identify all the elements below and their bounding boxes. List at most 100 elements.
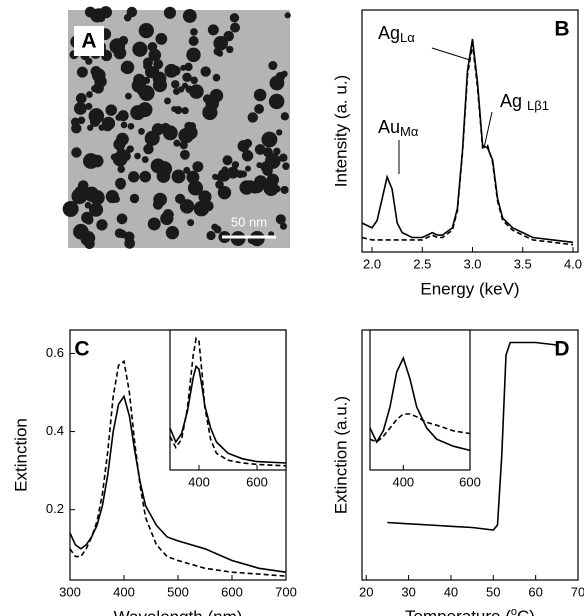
data-line xyxy=(361,38,574,244)
particle xyxy=(240,170,248,178)
particle xyxy=(120,121,128,129)
y-tick-label: 0.6 xyxy=(46,345,64,360)
x-axis-label-tail: C) xyxy=(517,607,535,616)
particle xyxy=(129,193,140,204)
particle xyxy=(256,162,263,169)
particle xyxy=(117,165,126,174)
particle xyxy=(190,28,198,36)
particle xyxy=(152,78,168,93)
plot-frame xyxy=(361,9,579,253)
particle xyxy=(105,104,117,116)
x-tick-label: 50 xyxy=(486,584,500,599)
particle xyxy=(76,66,88,78)
plot-frame xyxy=(369,329,471,471)
particle xyxy=(213,225,222,234)
particle xyxy=(73,102,87,115)
particle xyxy=(202,94,212,104)
plot-frame xyxy=(169,329,287,471)
particle xyxy=(74,185,86,197)
particle xyxy=(133,73,146,86)
particle xyxy=(116,213,128,225)
data-line xyxy=(369,355,471,452)
particle xyxy=(87,124,94,131)
x-tick-label: 600 xyxy=(221,584,243,599)
particle xyxy=(110,153,119,161)
panel-label: B xyxy=(554,18,569,41)
particle xyxy=(89,116,101,128)
x-tick-label: 2.0 xyxy=(363,256,381,271)
particle xyxy=(84,201,92,209)
x-tick-label: 20 xyxy=(359,584,373,599)
particle xyxy=(193,200,210,217)
particle xyxy=(85,102,93,110)
particle xyxy=(172,88,181,96)
annotation-arrow xyxy=(483,111,493,149)
particle xyxy=(115,177,126,189)
particle xyxy=(171,80,180,89)
data-line xyxy=(369,413,471,443)
y-axis-label: Intensity (a. u.) xyxy=(331,75,350,187)
panel-label: A xyxy=(81,30,96,53)
particle xyxy=(115,113,123,121)
particle xyxy=(182,72,192,83)
data-line xyxy=(361,43,574,246)
particle xyxy=(281,70,288,78)
particle xyxy=(200,66,211,77)
x-tick-label: 600 xyxy=(246,474,268,489)
particle xyxy=(145,65,158,79)
particle xyxy=(88,202,104,217)
particle xyxy=(184,62,193,72)
particle xyxy=(245,165,252,172)
x-tick-label: 400 xyxy=(188,474,210,489)
x-tick-label: 4.0 xyxy=(564,256,582,271)
particle xyxy=(284,12,291,19)
x-tick-label: 2.5 xyxy=(413,256,431,271)
particle xyxy=(143,143,154,155)
particle xyxy=(226,166,239,179)
scale-bar-label: 50 nm xyxy=(231,214,267,229)
particle xyxy=(114,228,125,238)
particle xyxy=(141,156,149,163)
particle xyxy=(174,106,183,115)
particle xyxy=(279,153,288,162)
particle xyxy=(181,107,189,115)
particle xyxy=(226,45,234,54)
particle xyxy=(126,147,133,154)
x-tick-label: 40 xyxy=(444,584,458,599)
particle xyxy=(243,138,253,148)
particle xyxy=(261,131,278,148)
particle xyxy=(187,180,203,196)
particle xyxy=(101,116,116,130)
particle xyxy=(192,161,204,173)
x-tick-label: 3.5 xyxy=(514,256,532,271)
particle xyxy=(128,171,140,183)
particle xyxy=(241,150,254,162)
particle xyxy=(70,117,80,127)
particle xyxy=(222,155,233,166)
particle xyxy=(130,105,146,121)
annotation-text: Ag xyxy=(500,91,527,111)
panel-label: D xyxy=(554,338,569,361)
particle xyxy=(120,64,129,73)
particle xyxy=(109,38,126,54)
particle xyxy=(81,231,96,246)
x-tick-label: 500 xyxy=(167,584,189,599)
particle xyxy=(147,217,161,231)
particle xyxy=(139,170,152,183)
particle xyxy=(212,173,219,180)
particle xyxy=(186,170,200,184)
particle xyxy=(164,63,179,78)
x-tick-label: 700 xyxy=(275,584,297,599)
particle xyxy=(187,219,195,227)
panel-label: C xyxy=(74,338,89,361)
particle xyxy=(184,121,194,131)
x-axis-label: Wavelength (nm) xyxy=(114,607,243,616)
particle xyxy=(116,132,129,146)
particle xyxy=(229,13,240,23)
particle xyxy=(125,92,132,100)
particle xyxy=(254,175,268,189)
particle xyxy=(90,65,102,77)
particle xyxy=(134,152,141,160)
annotation-sub: Lβ1 xyxy=(527,98,549,113)
